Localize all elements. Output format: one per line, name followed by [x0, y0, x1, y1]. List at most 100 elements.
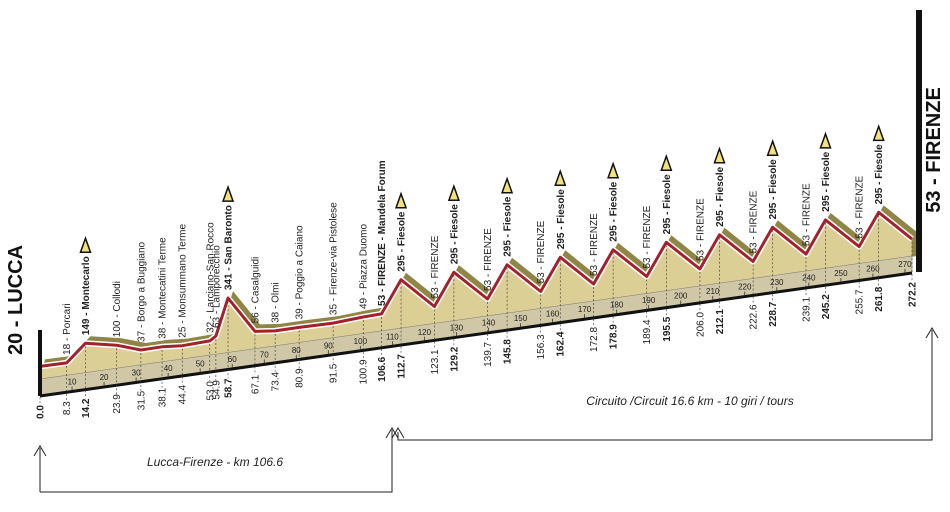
- x-tick-label: 210: [706, 287, 720, 296]
- gpm-flag: [766, 139, 779, 157]
- km-label: 129.2: [449, 346, 460, 371]
- waypoint-label: 37 - Borgo a Buggiano: [136, 241, 147, 342]
- base-line: [39, 271, 913, 398]
- x-tick-label: 250: [834, 269, 848, 278]
- waypoint-label: 63 - Lamporecchio: [211, 245, 222, 328]
- gpm-flag: [554, 169, 567, 186]
- x-tick-label: 80: [292, 346, 301, 355]
- waypoint-label: 295 - Fiesole: [449, 204, 460, 264]
- km-label: 172.8: [589, 326, 600, 351]
- waypoint-label: 295 - Fiesole: [874, 144, 885, 204]
- x-tick-label: 160: [546, 310, 560, 319]
- km-label: 73.4: [271, 371, 282, 391]
- gpm-flag: [447, 184, 460, 201]
- waypoint-label: 53 - FIRENZE: [749, 190, 760, 253]
- km-label: 228.7: [768, 301, 779, 326]
- profile-line: [39, 210, 913, 368]
- waypoint-label: 53 - FIRENZE: [536, 220, 547, 283]
- waypoint-label: 35 - Firenze-via Pistolese: [329, 202, 340, 315]
- x-tick-label: 30: [132, 368, 141, 377]
- km-label: 23.9: [112, 394, 123, 414]
- km-label: 112.7: [397, 354, 408, 379]
- waypoint-label: 56 - Casalguidi: [250, 257, 261, 324]
- gpm-flag: [501, 176, 514, 194]
- waypoint-label: 295 - Fiesole: [662, 174, 673, 234]
- x-tick-label: 20: [100, 373, 109, 382]
- waypoint-label: 53 - FIRENZE: [855, 175, 866, 238]
- x-tick-label: 140: [482, 319, 496, 328]
- waypoint-label: 53 - FIRENZE: [801, 183, 812, 246]
- km-label: 261.8: [874, 286, 885, 311]
- waypoint-label: 53 - FIRENZE: [483, 228, 494, 291]
- km-label: 0.0: [36, 405, 47, 419]
- finish-bar: [916, 10, 922, 272]
- km-label: 162.4: [556, 331, 567, 356]
- x-tick-label: 180: [610, 301, 624, 310]
- km-label: 44.4: [178, 385, 189, 405]
- km-label: 100.9: [359, 359, 370, 384]
- km-label: 195.5: [662, 316, 673, 341]
- gpm-flag: [607, 161, 620, 179]
- gpm-flag: [221, 184, 235, 202]
- waypoint-label: 295 - Fiesole: [397, 211, 408, 271]
- km-label: 272.2: [908, 282, 919, 307]
- x-tick-label: 260: [866, 265, 880, 274]
- waypoint-label: 53 - FIRENZE: [642, 205, 653, 268]
- x-tick-label: 240: [802, 274, 816, 283]
- km-label: 145.8: [503, 339, 514, 364]
- base-strip: [39, 255, 913, 396]
- km-label: 67.1: [250, 374, 261, 394]
- x-tick-label: 130: [450, 323, 464, 332]
- waypoint-label: 53 - FIRENZE: [589, 213, 600, 276]
- km-label: 31.5: [136, 390, 147, 410]
- km-label: 156.3: [536, 334, 547, 359]
- waypoint-label: 295 - Fiesole: [821, 151, 832, 211]
- km-label: 139.7: [483, 341, 494, 366]
- waypoint-label: 25 - Monsummano Terme: [178, 223, 189, 337]
- km-label: 91.5: [329, 363, 340, 383]
- km-label: 54.9: [211, 380, 222, 400]
- waypoint-label: 53 - FIRENZE: [430, 235, 441, 298]
- km-label: 239.1: [801, 297, 812, 322]
- km-label: 206.0: [695, 311, 706, 336]
- gpm-flag: [713, 146, 726, 164]
- km-label: 8.3: [62, 401, 73, 415]
- km-label: 38.1: [158, 387, 169, 407]
- waypoint-label: 295 - Fiesole: [768, 159, 779, 219]
- segment-bracket: [391, 327, 939, 441]
- waypoint-label: 39 - Poggio a Caiano: [295, 225, 306, 319]
- marks-layer: 10 20 30 40 50 60 70 80 90 100 110 120 130 140 150 160 1…: [5, 87, 945, 419]
- waypoint-label: 295 - Fiesole: [503, 196, 514, 256]
- x-tick-label: 100: [354, 337, 368, 346]
- x-tick-label: 170: [578, 305, 592, 314]
- waypoint-label: 295 - Fiesole: [556, 189, 567, 249]
- finish-label: 53 - FIRENZE: [923, 87, 945, 213]
- km-label: 255.7: [855, 289, 866, 314]
- waypoint-label: 295 - Fiesole: [609, 181, 620, 241]
- gpm-flag: [79, 236, 92, 254]
- x-tick-label: 270: [898, 260, 912, 269]
- gpm-flag: [819, 131, 832, 149]
- x-tick-label: 150: [514, 314, 528, 323]
- waypoint-label: 100 - Collodi: [112, 281, 123, 337]
- segment-bracket: [33, 427, 399, 493]
- km-label: 14.2: [81, 398, 92, 418]
- km-label: 222.6: [749, 304, 760, 329]
- start-label: 20 - LUCCA: [5, 245, 27, 355]
- x-tick-label: 50: [196, 359, 205, 368]
- waypoint-label: 38 - Montecatini Terme: [158, 237, 169, 339]
- start-bar: [38, 330, 42, 396]
- waypoint-label: 341 - San Baronto: [224, 205, 235, 290]
- waypoint-label: 295 - Fiesole: [715, 166, 726, 226]
- waypoint-label: 32 - Larciano-San Rocco: [205, 222, 216, 333]
- x-tick-label: 110: [386, 332, 399, 341]
- gpm-flag: [660, 154, 673, 172]
- km-label: 53.0: [205, 381, 216, 401]
- x-tick-label: 90: [324, 341, 333, 350]
- x-tick-label: 40: [164, 364, 173, 373]
- km-label: 245.2: [821, 294, 832, 319]
- segment-label: Circuito /Circuit 16.6 km - 10 giri / to…: [586, 394, 793, 408]
- x-tick-label: 120: [418, 328, 432, 337]
